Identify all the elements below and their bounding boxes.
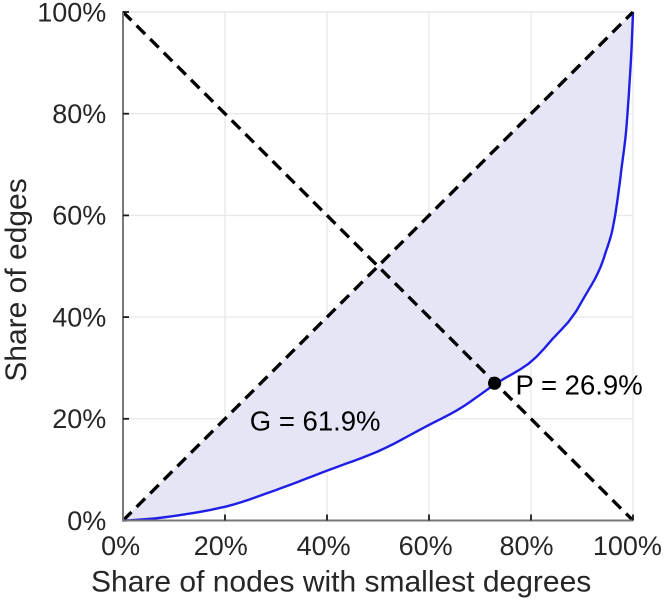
svg-text:60%: 60% [399,531,453,561]
svg-text:80%: 80% [499,531,553,561]
svg-text:0%: 0% [101,531,140,561]
svg-text:100%: 100% [593,531,662,561]
svg-text:40%: 40% [297,531,351,561]
svg-text:Share of nodes with smallest d: Share of nodes with smallest degrees [91,566,591,599]
svg-text:0%: 0% [67,506,106,536]
svg-text:Share of edges: Share of edges [0,178,33,381]
svg-text:80%: 80% [52,99,106,129]
svg-text:20%: 20% [194,531,248,561]
svg-text:20%: 20% [52,404,106,434]
svg-text:40%: 40% [52,302,106,332]
svg-text:P = 26.9%: P = 26.9% [516,370,643,401]
svg-text:60%: 60% [52,201,106,231]
svg-text:100%: 100% [37,0,106,27]
svg-text:G = 61.9%: G = 61.9% [250,406,381,437]
